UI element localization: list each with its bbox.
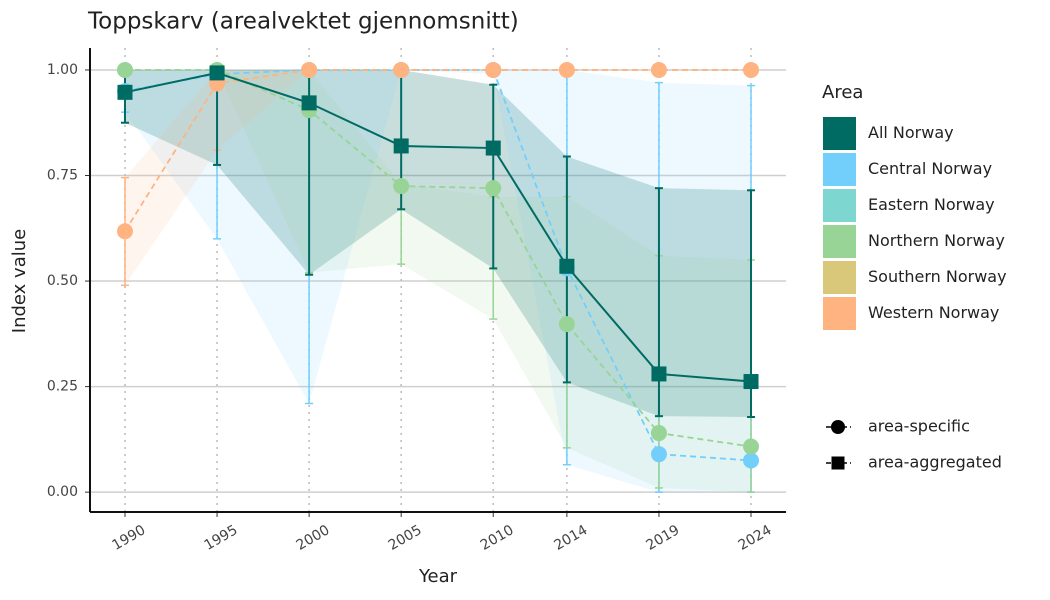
ribbon — [124, 69, 752, 493]
legend-label: Western Norway — [868, 303, 999, 322]
marker-square — [301, 95, 317, 111]
marker-square — [559, 258, 575, 274]
x-tick-label: 1995 — [202, 522, 241, 554]
marker-square — [117, 84, 133, 100]
legend-swatch — [823, 261, 856, 294]
legend-swatch — [823, 189, 856, 222]
marker-circle — [650, 446, 667, 463]
x-tick-label: 2010 — [478, 522, 517, 554]
x-tick-label: 2014 — [551, 522, 590, 554]
legend-swatch — [823, 153, 856, 186]
marker-circle — [485, 61, 502, 78]
marker-circle — [558, 61, 575, 78]
marker-square — [743, 374, 759, 390]
legend-title: Area — [822, 82, 863, 103]
line — [124, 69, 752, 232]
marker-circle — [116, 61, 133, 78]
x-axis-label: Year — [418, 566, 458, 587]
marker-square — [209, 65, 225, 81]
marker-square — [485, 140, 501, 156]
marker-circle — [743, 452, 760, 469]
y-axis-label: Index value — [9, 229, 30, 333]
x-tick-label: 2000 — [294, 522, 333, 554]
marker-square — [393, 138, 409, 154]
legend-label: area-aggregated — [868, 453, 1002, 472]
x-tick-label: 2005 — [386, 522, 425, 554]
y-tick-label: 0.50 — [47, 273, 78, 289]
marker-circle — [558, 316, 575, 333]
x-tick-label: 2024 — [736, 522, 775, 554]
marker-circle — [743, 438, 760, 455]
marker-circle — [393, 178, 410, 195]
legend-label: Central Norway — [868, 159, 992, 178]
marker-circle — [743, 61, 760, 78]
legend-label: Eastern Norway — [868, 195, 995, 214]
marker-circle — [485, 180, 502, 197]
marker-square — [651, 366, 667, 382]
marker-circle — [301, 61, 318, 78]
ribbon — [124, 69, 752, 493]
legend-swatch — [823, 297, 856, 330]
y-tick-label: 1.00 — [47, 62, 78, 78]
legend-swatch — [823, 225, 856, 258]
y-tick-label: 0.75 — [47, 168, 78, 184]
legend-swatch — [823, 117, 856, 150]
x-tick-label: 2019 — [644, 522, 683, 554]
legend-label: All Norway — [868, 123, 954, 142]
chart-title: Toppskarv (arealvektet gjennomsnitt) — [87, 9, 519, 35]
x-tick-label: 1990 — [110, 522, 149, 554]
y-tick-label: 0.00 — [47, 484, 78, 500]
marker-circle — [650, 425, 667, 442]
legend-label: Northern Norway — [868, 231, 1005, 250]
marker-square — [831, 456, 845, 470]
ribbon — [124, 69, 752, 418]
marker-circle — [650, 61, 667, 78]
marker-circle — [831, 420, 845, 434]
marker-circle — [393, 61, 410, 78]
legend-label: Southern Norway — [868, 267, 1007, 286]
marker-circle — [116, 223, 133, 240]
legend-label: area-specific — [868, 417, 970, 436]
line — [124, 71, 752, 383]
y-tick-label: 0.25 — [47, 379, 78, 395]
